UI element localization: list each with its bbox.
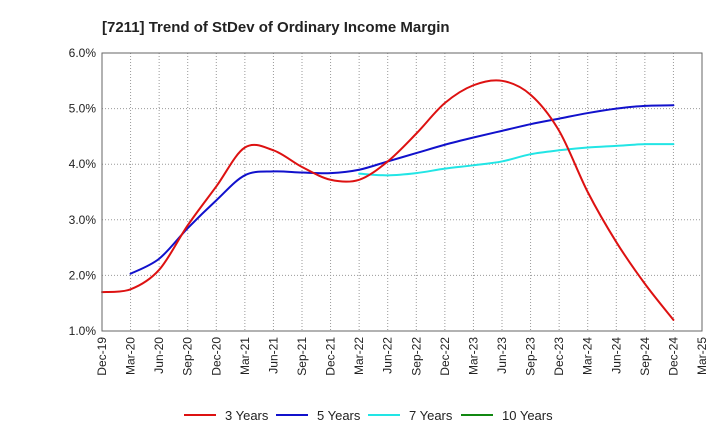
x-tick-label: Jun-21 — [266, 337, 280, 374]
x-tick-label: Dec-19 — [95, 337, 109, 376]
axis-layer: 1.0% 2.0% 3.0% 4.0% 5.0% 6.0% Dec-19 Mar-20 Jun-… — [69, 46, 709, 376]
legend-label: 10 Years — [502, 408, 553, 423]
x-tick-label: Dec-22 — [438, 337, 452, 376]
y-tick-label: 4.0% — [69, 157, 97, 171]
chart-title: [7211] Trend of StDev of Ordinary Income… — [102, 19, 450, 36]
x-tick-label: Mar-25 — [695, 337, 709, 375]
x-tick-label: Sep-23 — [524, 337, 538, 376]
x-tick-label: Sep-20 — [181, 337, 195, 376]
legend-item: 7 Years — [368, 408, 453, 423]
y-tick-label: 6.0% — [69, 46, 97, 60]
x-tick-label: Mar-24 — [581, 337, 595, 375]
legend-label: 7 Years — [409, 408, 453, 423]
x-tick-label: Dec-21 — [324, 337, 338, 376]
x-tick-label: Mar-22 — [352, 337, 366, 375]
y-tick-label: 1.0% — [69, 324, 97, 338]
grid-layer — [101, 52, 703, 332]
x-tick-label: Jun-23 — [495, 337, 509, 374]
series-line-7-years — [358, 143, 675, 177]
x-tick-label: Mar-23 — [466, 337, 480, 375]
x-tick-label: Sep-24 — [638, 337, 652, 376]
x-tick-label: Jun-24 — [609, 337, 623, 374]
legend-label: 3 Years — [225, 408, 269, 423]
legend-item: 5 Years — [276, 408, 361, 423]
x-tick-label: Dec-20 — [209, 337, 223, 376]
x-tick-label: Dec-23 — [552, 337, 566, 376]
legend-item: 10 Years — [461, 408, 553, 423]
y-tick-label: 3.0% — [69, 213, 97, 227]
legend: 3 Years 5 Years 7 Years 10 Years — [184, 408, 553, 423]
x-tick-label: Jun-22 — [381, 337, 395, 374]
plot-frame — [101, 52, 703, 332]
series-layer — [101, 79, 675, 321]
legend-label: 5 Years — [317, 408, 361, 423]
x-tick-label: Mar-21 — [238, 337, 252, 375]
x-tick-label: Sep-21 — [295, 337, 309, 376]
x-tick-label: Dec-24 — [666, 337, 680, 376]
series-line-3-years — [101, 79, 675, 321]
x-tick-label: Jun-20 — [152, 337, 166, 374]
x-tick-label: Mar-20 — [124, 337, 138, 375]
x-tick-label: Sep-22 — [409, 337, 423, 376]
legend-item: 3 Years — [184, 408, 269, 423]
y-tick-label: 2.0% — [69, 268, 97, 282]
series-line-5-years — [129, 104, 675, 275]
y-tick-label: 5.0% — [69, 102, 97, 116]
